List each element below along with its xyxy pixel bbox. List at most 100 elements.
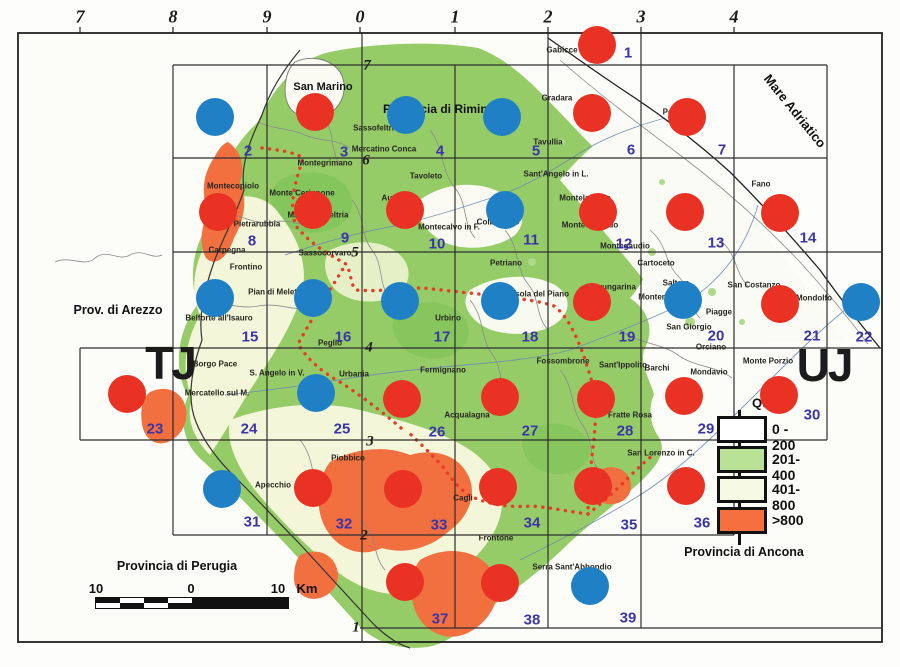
grid-zone-label-uj: UJ xyxy=(796,339,854,391)
region-label-provincia-di-perugia: Provincia di Perugia xyxy=(116,559,238,573)
town-label-apecchio: Apecchio xyxy=(254,480,292,490)
scale-label-zero: 0 xyxy=(187,581,195,596)
cell-number-7: 7 xyxy=(717,141,727,159)
town-label-tavullia: Tavullia xyxy=(533,137,563,147)
cell-number-14: 14 xyxy=(799,229,817,247)
axis-top-label-2: 2 xyxy=(543,6,553,27)
sample-circle-red-cell-12 xyxy=(579,193,617,231)
town-label-cagli: Cagli xyxy=(453,493,473,503)
sample-circle-red-cell-30 xyxy=(760,376,798,414)
sample-circle-blue-cell-11 xyxy=(486,191,524,229)
sample-circle-red-cell-3 xyxy=(296,93,334,131)
town-label-gradara: Gradara xyxy=(541,93,573,103)
cell-number-1: 1 xyxy=(623,44,633,62)
cell-number-18: 18 xyxy=(521,328,539,346)
town-label-belforte-all-isauro: Belforte all'Isauro xyxy=(185,313,253,323)
axis-side-label-6: 6 xyxy=(362,152,370,169)
axis-top-label-4: 4 xyxy=(729,6,739,27)
sample-circle-blue-cell-16 xyxy=(294,279,332,317)
terrain-orange-sw-small xyxy=(294,551,339,599)
axis-top-label-0: 0 xyxy=(355,6,365,27)
cell-number-30: 30 xyxy=(803,406,821,424)
cell-number-9: 9 xyxy=(340,229,350,247)
scale-segment xyxy=(120,603,144,608)
sample-circle-red-cell-36 xyxy=(667,467,705,505)
cell-number-13: 13 xyxy=(707,234,725,252)
scale-label-right: 10 xyxy=(270,581,286,596)
sample-circle-blue-cell-22 xyxy=(842,283,880,321)
town-label-san-giorgio: San Giorgio xyxy=(666,322,712,332)
cell-number-33: 33 xyxy=(430,516,448,534)
town-label-urbania: Urbania xyxy=(339,369,369,379)
cell-number-27: 27 xyxy=(521,422,539,440)
town-label-sassocorvaro: Sassocorvaro xyxy=(298,248,352,258)
town-label-fermignano: Fermignano xyxy=(420,365,466,375)
town-label-montecopiolo: Montecopiolo xyxy=(207,181,259,191)
grid-zone-label-tj: TJ xyxy=(145,337,197,389)
town-label-montegaudio: Montegaudio xyxy=(600,241,650,251)
town-label-cartoceto: Cartoceto xyxy=(637,258,675,268)
cell-number-17: 17 xyxy=(433,328,451,346)
sample-circle-red-cell-37 xyxy=(386,563,424,601)
legend-swatch-401-800 xyxy=(717,476,767,503)
sample-circle-red-cell-38 xyxy=(481,564,519,602)
axis-side-label-1: 1 xyxy=(352,619,360,636)
cell-number-4: 4 xyxy=(435,142,445,160)
sample-circle-red-cell-33 xyxy=(384,470,422,508)
town-label-san-lorenzo-in-c: San Lorenzo in C. xyxy=(627,448,695,458)
cell-number-29: 29 xyxy=(697,420,715,438)
axis-top-label-8: 8 xyxy=(168,6,178,27)
cell-number-11: 11 xyxy=(523,231,539,249)
sample-circle-blue-cell-31 xyxy=(203,470,241,508)
cell-number-10: 10 xyxy=(428,235,446,253)
town-label-urbino: Urbino xyxy=(435,313,461,323)
axis-side-label-3: 3 xyxy=(366,433,374,450)
scale-label-left: 10 xyxy=(88,581,104,596)
terrain-orange-west-small xyxy=(141,388,187,444)
cell-number-26: 26 xyxy=(428,423,446,441)
sea-area xyxy=(548,36,880,348)
scale-segment xyxy=(96,598,120,603)
sample-circle-red-cell-32 xyxy=(294,469,332,507)
scale-unit-label: Km xyxy=(296,581,318,596)
cell-number-24: 24 xyxy=(240,420,258,438)
sample-circle-blue-cell-5 xyxy=(483,98,521,136)
sample-circle-blue-cell-4 xyxy=(387,96,425,134)
town-label-peglio: Peglio xyxy=(317,338,343,348)
terrain-orange-catria xyxy=(411,551,498,637)
town-label-orciano: Orciano xyxy=(695,342,727,352)
map-frame xyxy=(17,32,883,643)
town-label-serra-sant-abbondio: Serra Sant'Abbondio xyxy=(532,562,612,572)
sample-circle-red-cell-7 xyxy=(668,98,706,136)
town-label-frontino: Frontino xyxy=(229,262,263,272)
cell-number-37: 37 xyxy=(431,610,449,628)
sample-circle-red-cell-28 xyxy=(577,380,615,418)
cell-number-16: 16 xyxy=(334,328,352,346)
cell-number-23: 23 xyxy=(146,420,164,438)
cell-number-3: 3 xyxy=(339,143,349,161)
region-label-san-marino: San Marino xyxy=(293,81,353,93)
axis-side-label-4: 4 xyxy=(365,339,373,356)
cell-number-19: 19 xyxy=(618,328,636,346)
region-label-prov-di-arezzo: Prov. di Arezzo xyxy=(73,303,163,317)
town-label-montecalvo-in-f: Montecalvo in F. xyxy=(418,222,480,232)
axis-top-label-7: 7 xyxy=(75,6,85,27)
cell-number-39: 39 xyxy=(619,609,637,627)
sample-circle-blue-cell-2 xyxy=(196,98,234,136)
town-label-petriano: Petriano xyxy=(489,258,523,268)
town-label-mondavio: Mondavio xyxy=(690,367,728,377)
town-label-acqualagna: Acqualagna xyxy=(444,410,490,420)
legend-label-201-400: 201-400 xyxy=(772,451,801,483)
cell-number-31: 31 xyxy=(243,513,261,531)
town-label-pian-di-meleto: Pian di Meleto xyxy=(248,287,302,297)
legend-swatch-800 xyxy=(717,507,767,534)
axis-top-label-9: 9 xyxy=(262,6,272,27)
terrain-green-dark-2 xyxy=(392,302,469,359)
sample-circle-red-cell-13 xyxy=(666,193,704,231)
sample-circle-red-cell-9 xyxy=(294,191,332,229)
town-label-sant-ippolito: Sant'Ippolito xyxy=(598,360,648,370)
town-label-borgo-pace: Borgo Pace xyxy=(192,359,238,369)
cell-number-34: 34 xyxy=(523,514,541,532)
cell-number-38: 38 xyxy=(523,611,541,629)
sample-circle-blue-cell-39 xyxy=(571,567,609,605)
